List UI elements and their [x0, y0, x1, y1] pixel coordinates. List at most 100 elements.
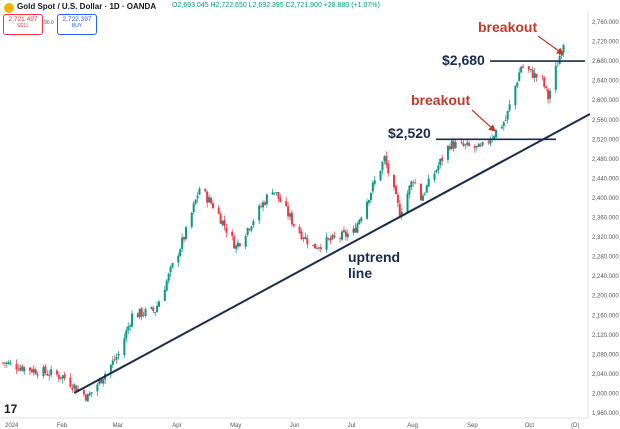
candle-body: [238, 243, 241, 246]
candle-body: [265, 194, 268, 205]
candle-body: [82, 390, 85, 395]
candle-body: [252, 221, 255, 226]
candle-body: [383, 156, 386, 161]
candle-body: [190, 212, 193, 228]
candle-body: [560, 53, 563, 56]
candle-body: [358, 219, 361, 225]
candle-body: [306, 238, 309, 245]
y-tick-label: 2,760.000: [592, 20, 619, 26]
candle-body: [319, 247, 322, 250]
y-tick-label: 2,240.000: [592, 274, 619, 280]
candle-body: [398, 203, 401, 217]
candle-body: [210, 198, 213, 204]
candle-body: [339, 238, 342, 239]
y-tick-label: 2,440.000: [592, 176, 619, 182]
candle-body: [504, 119, 507, 121]
candle-body: [408, 185, 411, 195]
breakout-label: breakout: [411, 92, 470, 108]
candle-body: [136, 313, 139, 318]
x-tick-label: May: [230, 423, 241, 429]
candle-body: [529, 69, 532, 70]
candle-body: [90, 392, 93, 394]
candle-body: [500, 126, 503, 129]
candle-body: [46, 373, 49, 376]
candle-body: [102, 379, 105, 384]
candle-body: [48, 374, 51, 376]
candle-body: [50, 369, 53, 375]
candle-body: [344, 231, 347, 237]
candle-body: [198, 188, 201, 195]
candle-body: [117, 353, 120, 356]
y-tick-label: 2,080.000: [592, 352, 619, 358]
x-tick-label: Jun: [290, 423, 300, 429]
candle-body: [211, 203, 214, 209]
candle-body: [21, 366, 24, 371]
candle-body: [292, 223, 295, 226]
candle-body: [73, 384, 76, 389]
x-tick-label: Aug: [407, 423, 418, 429]
breakout-arrow: [471, 109, 496, 132]
candle-body: [3, 362, 6, 364]
candle-body: [341, 231, 344, 240]
candle-body: [271, 192, 274, 195]
candle-body: [545, 86, 548, 88]
candle-body: [356, 223, 359, 233]
y-tick-label: 2,560.000: [592, 118, 619, 124]
candle-body: [508, 104, 511, 111]
candle-body: [481, 141, 484, 146]
candle-body: [543, 77, 546, 87]
candle-body: [290, 212, 293, 225]
y-tick-label: 2,320.000: [592, 235, 619, 241]
candle-body: [450, 140, 453, 150]
y-tick-label: 2,200.000: [592, 294, 619, 300]
candle-body: [352, 228, 355, 233]
candle-body: [206, 191, 209, 203]
candle-body: [192, 203, 195, 212]
candle-body: [244, 236, 247, 247]
y-tick-label: 2,480.000: [592, 157, 619, 163]
candle-body: [412, 182, 415, 183]
candle-body: [235, 245, 238, 249]
candle-body: [406, 193, 409, 212]
candle-body: [154, 312, 157, 313]
candle-body: [562, 44, 565, 53]
candle-body: [487, 141, 490, 143]
candle-body: [317, 247, 320, 249]
candle-body: [464, 144, 467, 146]
chart-header: Gold Spot / U.S. Dollar · 1D · OANDA O2,…: [0, 0, 620, 40]
candle-body: [225, 227, 228, 233]
candle-body: [312, 245, 315, 246]
candle-body: [475, 145, 478, 148]
candle-body: [454, 142, 457, 148]
breakout-arrow: [537, 35, 564, 55]
candle-body: [300, 231, 303, 240]
candle-body: [435, 170, 438, 173]
candle-body: [273, 192, 276, 194]
candle-body: [331, 234, 334, 240]
candle-body: [275, 192, 278, 194]
candle-body: [325, 237, 328, 250]
candle-body: [425, 185, 428, 193]
candle-body: [113, 359, 116, 361]
candle-body: [127, 326, 130, 331]
candle-body: [96, 384, 99, 392]
y-tick-label: 2,160.000: [592, 313, 619, 319]
candle-body: [329, 238, 332, 241]
candle-body: [462, 143, 465, 146]
candle-body: [156, 305, 159, 313]
candle-body: [516, 82, 519, 87]
candle-body: [394, 185, 397, 195]
candle-body: [410, 181, 413, 188]
candle-body: [204, 189, 207, 192]
level-2520-label: $2,520: [388, 125, 431, 141]
candle-body: [111, 360, 114, 365]
candle-body: [287, 206, 290, 217]
candle-body: [393, 174, 396, 188]
candle-body: [541, 76, 544, 78]
candle-body: [2, 362, 4, 364]
sell-button[interactable]: 2,721.497 SELL: [3, 14, 43, 35]
buy-button[interactable]: 2,722.397 BUY: [57, 14, 97, 35]
x-tick-label: Oct: [525, 423, 535, 429]
